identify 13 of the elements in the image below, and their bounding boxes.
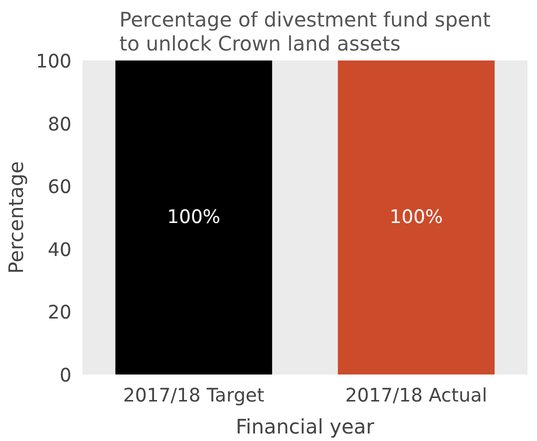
- data-label: 100%: [167, 207, 220, 228]
- data-label: 100%: [390, 207, 443, 228]
- x-tick-label: 2017/18 Target: [123, 386, 264, 406]
- y-tick-label: 80: [48, 114, 72, 136]
- y-tick-label: 40: [48, 240, 72, 261]
- y-tick-label: 100: [36, 52, 72, 72]
- y-tick-label: 0: [60, 366, 72, 386]
- chart-title: Percentage of divestment fund spent to unlock Crown land assets: [119, 8, 491, 56]
- y-axis-title: Percentage: [4, 161, 28, 274]
- y-tick-label: 20: [48, 302, 72, 324]
- x-axis-title: Financial year: [236, 414, 376, 438]
- y-tick-label: 60: [48, 177, 72, 198]
- x-tick-label: 2017/18 Actual: [345, 386, 488, 406]
